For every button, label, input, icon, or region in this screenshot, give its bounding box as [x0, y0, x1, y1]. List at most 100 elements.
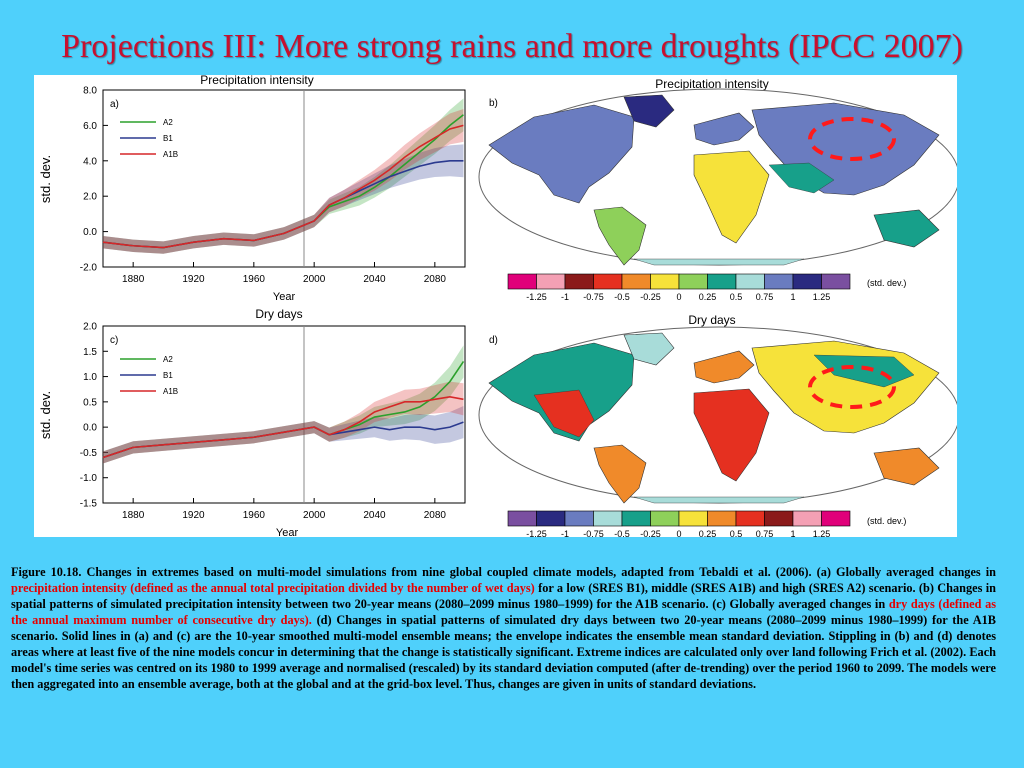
colorbar-swatch	[792, 510, 822, 527]
colorbar-swatch	[593, 273, 623, 290]
panel-c-ylabel: std. dev.	[38, 391, 53, 439]
map-b-australia	[873, 209, 940, 248]
colorbar-swatch	[707, 273, 737, 290]
map-b-asia-green	[768, 162, 835, 194]
legend-label-b1: B1	[163, 134, 173, 143]
panel-a-xtick-label: 1960	[243, 274, 266, 285]
colorbar-tick-label: 0.5	[730, 529, 743, 537]
panel-c-ytick-label: 2.0	[83, 322, 97, 333]
figure-10-18: Precipitation intensity a) std. dev. Yea…	[34, 75, 957, 537]
colorbar-tick-label: 0.25	[699, 529, 717, 537]
panel-b: Precipitation intensity b) -1.25 -1 -0.75-…	[478, 77, 957, 302]
panel-a-xtick-label: 2000	[303, 274, 326, 285]
colorbar-swatch	[621, 273, 651, 290]
panel-a-envelope-b1	[103, 144, 464, 254]
figure-caption: Figure 10.18. Changes in extremes based …	[11, 564, 996, 692]
panel-a-ytick-label: 8.0	[83, 86, 97, 97]
map-b-antarctica	[633, 258, 805, 266]
colorbar-tick-label: 0.75	[756, 529, 774, 537]
panel-c-ytick-label: 0.5	[83, 397, 97, 408]
world-map-d	[478, 326, 957, 504]
panel-c-xtick-label: 1960	[243, 510, 266, 521]
panel-a-series-a1b	[102, 124, 464, 249]
panel-a-ylabel: std. dev.	[38, 155, 53, 203]
panel-a-xtick-label: 1880	[122, 274, 145, 285]
panel-c-ytick-label: -0.5	[80, 448, 98, 459]
panel-c-series-a1b	[102, 395, 464, 459]
map-d-australia	[873, 447, 940, 486]
panel-c-xtick-label: 2000	[303, 510, 326, 521]
panel-c-ytick-label: -1.0	[80, 473, 98, 484]
colorbar-swatch	[593, 510, 623, 527]
colorbar-tick-label: -0.75	[583, 292, 604, 302]
panel-c-ytick-label: -1.5	[80, 499, 98, 510]
colorbar-swatch	[678, 273, 708, 290]
panel-a-legend: A2 B1 A1B	[120, 118, 178, 159]
colorbar-swatch	[536, 510, 566, 527]
caption-highlight-drydays: dry days (defined as the annual maximum …	[11, 597, 997, 627]
map-d-south-america	[593, 444, 647, 504]
panel-b-title: Precipitation intensity	[655, 77, 768, 91]
world-map-b	[478, 88, 957, 266]
caption-highlight-precip: precipitation intensity (defined as the …	[11, 581, 535, 595]
legend-label-a2: A2	[163, 118, 173, 127]
highlight-circle-b	[808, 117, 896, 161]
panel-a-ytick-label: 6.0	[83, 121, 97, 132]
colorbar-swatch	[621, 510, 651, 527]
panel-a-ytick-label: -2.0	[80, 263, 98, 274]
panel-a-title: Precipitation intensity	[200, 75, 313, 87]
panel-c-envelope-a2	[103, 345, 464, 464]
slide-title: Projections III: More strong rains and m…	[61, 28, 963, 65]
panel-d: Dry days d) -1.25 -1 -0.75 -0.5 -0.25 0 0.25 0.…	[478, 313, 957, 537]
panel-a-ytick-label: 4.0	[83, 156, 97, 167]
colorbar-tick-label: -1.25	[526, 529, 547, 537]
colorbar-swatch	[564, 273, 594, 290]
colorbar-tick-label: 0	[676, 292, 681, 302]
panel-c-xtick-label: 1880	[122, 510, 145, 521]
panel-a-letter: a)	[110, 99, 119, 110]
panel-a-xtick-label: 2080	[424, 274, 447, 285]
colorbar-tick-label: 0.5	[730, 292, 743, 302]
colorbar-swatch	[821, 273, 851, 290]
panel-c-xlabel: Year	[276, 527, 299, 537]
panel-a: Precipitation intensity a) std. dev. Yea…	[38, 75, 466, 303]
colorbar-swatch	[821, 510, 851, 527]
panel-c-xtick-label: 2040	[363, 510, 386, 521]
colorbar-tick-label: -1	[561, 529, 569, 537]
colorbar-tick-label: -0.5	[614, 292, 630, 302]
colorbar-tick-label: 0.25	[699, 292, 717, 302]
panel-d-title: Dry days	[688, 313, 735, 327]
colorbar-swatch	[536, 273, 566, 290]
map-b-north-america	[488, 104, 635, 204]
colorbar-tick-label: 1	[790, 292, 795, 302]
panel-c-xtick-label: 1920	[182, 510, 205, 521]
panel-a-xlabel: Year	[273, 291, 296, 303]
colorbar-swatch	[650, 510, 680, 527]
map-d-europe	[693, 350, 755, 384]
map-d-africa	[693, 388, 770, 482]
colorbar-tick-label: 1.25	[813, 529, 831, 537]
colorbar-swatch	[507, 510, 537, 527]
colorbar-tick-label: 1.25	[813, 292, 831, 302]
map-b-africa	[693, 150, 770, 244]
legend-label-a1b: A1B	[163, 150, 178, 159]
colorbar-swatch	[764, 510, 794, 527]
panel-c-ytick-label: 0.0	[83, 423, 97, 434]
colorbar-tick-label: 0	[676, 529, 681, 537]
map-b-europe	[693, 112, 755, 146]
colorbar-swatch	[678, 510, 708, 527]
panel-d-letter: d)	[489, 335, 498, 346]
colorbar-swatch	[507, 273, 537, 290]
panel-b-letter: b)	[489, 98, 498, 109]
map-d-greenland	[623, 332, 675, 366]
colorbar-swatch	[707, 510, 737, 527]
legend-label-a2: A2	[163, 355, 173, 364]
panel-a-xtick-label: 2040	[363, 274, 386, 285]
colorbar-b: -1.25 -1 -0.75 -0.5 -0.25 0 0.25 0.5 0.75 1 1.25	[507, 273, 851, 302]
panel-c-title: Dry days	[255, 307, 302, 321]
panel-c: Dry days c) std. dev. Year 2.0 1.5 1.0 0.5 0…	[38, 307, 466, 537]
legend-label-a1b: A1B	[163, 387, 178, 396]
panel-c-xtick-label: 2080	[424, 510, 447, 521]
panel-c-frame	[102, 325, 466, 504]
colorbar-tick-label: 1	[790, 529, 795, 537]
